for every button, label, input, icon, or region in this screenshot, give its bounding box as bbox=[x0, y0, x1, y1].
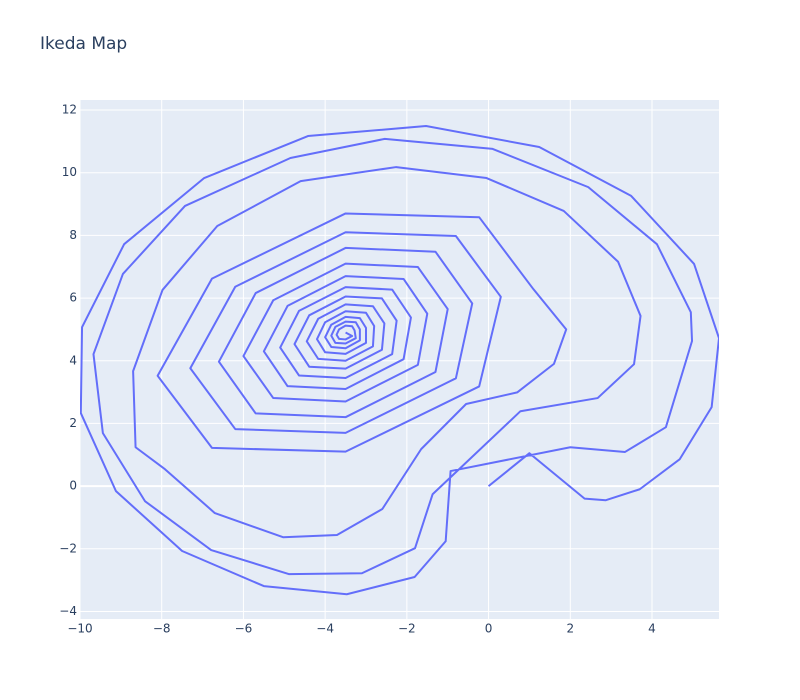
y-tick-label: 0 bbox=[69, 479, 77, 493]
x-tick-label: 0 bbox=[485, 622, 493, 636]
y-tick-label: 2 bbox=[69, 416, 77, 430]
line-series bbox=[80, 125, 719, 596]
x-tick-label: −4 bbox=[316, 622, 334, 636]
y-tick-label: −4 bbox=[59, 604, 77, 618]
y-tick-label: −2 bbox=[59, 541, 77, 555]
plot-background bbox=[80, 100, 719, 619]
x-tick-label: −10 bbox=[67, 622, 92, 636]
x-tick-label: 2 bbox=[566, 622, 574, 636]
chart-title: Ikeda Map bbox=[40, 34, 127, 54]
y-tick-label: 8 bbox=[69, 228, 77, 242]
x-tick-label: −6 bbox=[235, 622, 253, 636]
x-tick-label: 4 bbox=[648, 622, 656, 636]
x-tick-label: −2 bbox=[398, 622, 416, 636]
y-tick-label: 10 bbox=[62, 165, 77, 179]
y-tick-label: 4 bbox=[69, 353, 77, 367]
x-tick-label: −8 bbox=[153, 622, 171, 636]
y-tick-label: 12 bbox=[62, 103, 77, 117]
y-tick-label: 6 bbox=[69, 291, 77, 305]
